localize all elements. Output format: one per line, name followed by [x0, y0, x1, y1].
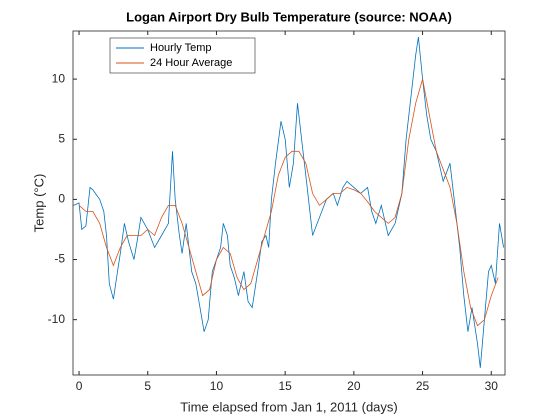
legend-label: 24 Hour Average [150, 57, 232, 69]
chart-title: Logan Airport Dry Bulb Temperature (sour… [126, 9, 452, 24]
y-axis-label: Temp (°C) [31, 174, 46, 233]
plot-frame [72, 30, 506, 376]
x-tick-label: 30 [485, 379, 499, 393]
x-tick-label: 15 [278, 379, 292, 393]
y-tick-label: 5 [58, 131, 65, 145]
legend-label: Hourly Temp [150, 42, 212, 54]
x-tick-label: 20 [347, 379, 361, 393]
series-line [73, 36, 504, 368]
legend-box [109, 37, 256, 74]
y-tick-label: -5 [54, 252, 65, 266]
y-tick-label: 10 [52, 71, 66, 85]
y-tick-label: -10 [48, 312, 66, 326]
x-tick-label: 10 [210, 379, 224, 393]
x-tick-label: 25 [416, 379, 430, 393]
y-tick-label: 0 [58, 192, 65, 206]
x-tick-label: 5 [144, 379, 151, 393]
series-line [78, 78, 499, 327]
x-axis-label: Time elapsed from Jan 1, 2011 (days) [180, 399, 398, 414]
x-tick-label: 0 [76, 379, 83, 393]
